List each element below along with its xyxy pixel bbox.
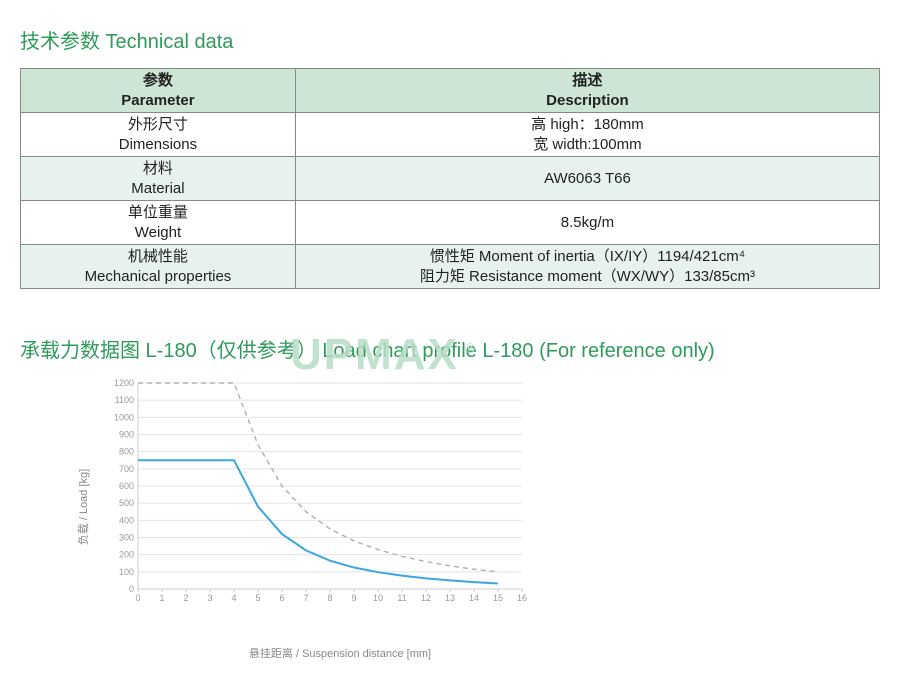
cell-text: 宽 width:100mm <box>533 136 641 153</box>
svg-text:3: 3 <box>207 593 212 603</box>
load-chart: 负载 / Load [kg] 0100200300400500600700800… <box>100 377 580 637</box>
chart-x-axis-label: 悬挂距离 / Suspension distance [mm] <box>100 645 580 661</box>
svg-text:800: 800 <box>119 447 134 457</box>
cell-text: 高 high：180mm <box>531 116 644 133</box>
svg-text:15: 15 <box>493 593 503 603</box>
svg-text:600: 600 <box>119 481 134 491</box>
svg-text:400: 400 <box>119 515 134 525</box>
svg-text:6: 6 <box>279 593 284 603</box>
svg-text:1200: 1200 <box>114 378 134 388</box>
svg-text:10: 10 <box>373 593 383 603</box>
table-row: 材料 Material AW6063 T66 <box>21 157 880 201</box>
section-title-tech-data: 技术参数 Technical data <box>20 25 880 54</box>
table-row: 单位重量 Weight 8.5kg/m <box>21 201 880 245</box>
cell-param: 材料 Material <box>21 157 296 201</box>
svg-text:7: 7 <box>303 593 308 603</box>
svg-text:2: 2 <box>183 593 188 603</box>
cell-text: 外形尺寸 <box>128 116 188 133</box>
svg-text:1: 1 <box>159 593 164 603</box>
svg-text:100: 100 <box>119 567 134 577</box>
svg-text:1100: 1100 <box>115 395 134 405</box>
svg-text:700: 700 <box>119 464 134 474</box>
cell-text: Mechanical properties <box>85 268 232 285</box>
svg-text:14: 14 <box>469 593 479 603</box>
cell-desc: 高 high：180mm 宽 width:100mm <box>295 113 879 157</box>
cell-param: 单位重量 Weight <box>21 201 296 245</box>
technical-data-table: 参数 Parameter 描述 Description 外形尺寸 Dimensi… <box>20 68 880 289</box>
cell-desc: 8.5kg/m <box>295 201 879 245</box>
svg-text:1000: 1000 <box>114 412 134 422</box>
svg-text:16: 16 <box>517 593 527 603</box>
table-row: 机械性能 Mechanical properties 惯性矩 Moment of… <box>21 245 880 289</box>
cell-desc: 惯性矩 Moment of inertia（IX/IY）1194/421cm⁴ … <box>295 245 879 289</box>
svg-text:13: 13 <box>445 593 455 603</box>
svg-text:500: 500 <box>119 498 134 508</box>
cell-text: 机械性能 <box>128 248 188 265</box>
cell-text: Weight <box>135 224 181 241</box>
th-desc-en: Description <box>546 92 629 109</box>
cell-text: 阻力矩 Resistance moment（WX/WY）133/85cm³ <box>420 268 755 285</box>
svg-text:9: 9 <box>351 593 356 603</box>
svg-text:0: 0 <box>135 593 140 603</box>
cell-text: 单位重量 <box>128 204 188 221</box>
th-desc-cn: 描述 <box>572 72 602 89</box>
th-description: 描述 Description <box>295 69 879 113</box>
cell-text: 惯性矩 Moment of inertia（IX/IY）1194/421cm⁴ <box>430 248 745 265</box>
table-row: 外形尺寸 Dimensions 高 high：180mm 宽 width:100… <box>21 113 880 157</box>
cell-text: Material <box>131 180 184 197</box>
svg-text:4: 4 <box>231 593 236 603</box>
cell-desc: AW6063 T66 <box>295 157 879 201</box>
chart-svg: 0100200300400500600700800900100011001200… <box>100 377 530 607</box>
cell-text: AW6063 T66 <box>544 170 631 187</box>
svg-text:12: 12 <box>421 593 431 603</box>
svg-text:11: 11 <box>397 593 406 603</box>
cell-param: 外形尺寸 Dimensions <box>21 113 296 157</box>
section-title-load-chart: 承载力数据图 L-180（仅供参考） Load chart profile L-… <box>20 334 880 363</box>
th-param-en: Parameter <box>121 92 194 109</box>
svg-text:8: 8 <box>327 593 332 603</box>
cell-text: Dimensions <box>119 136 197 153</box>
cell-text: 8.5kg/m <box>561 214 614 231</box>
th-param-cn: 参数 <box>143 72 173 89</box>
th-parameter: 参数 Parameter <box>21 69 296 113</box>
cell-param: 机械性能 Mechanical properties <box>21 245 296 289</box>
svg-text:0: 0 <box>129 584 134 594</box>
svg-text:5: 5 <box>255 593 260 603</box>
svg-text:300: 300 <box>119 533 134 543</box>
cell-text: 材料 <box>143 160 173 177</box>
svg-text:900: 900 <box>119 430 134 440</box>
chart-y-axis-label: 负载 / Load [kg] <box>75 469 91 545</box>
svg-text:200: 200 <box>119 550 134 560</box>
